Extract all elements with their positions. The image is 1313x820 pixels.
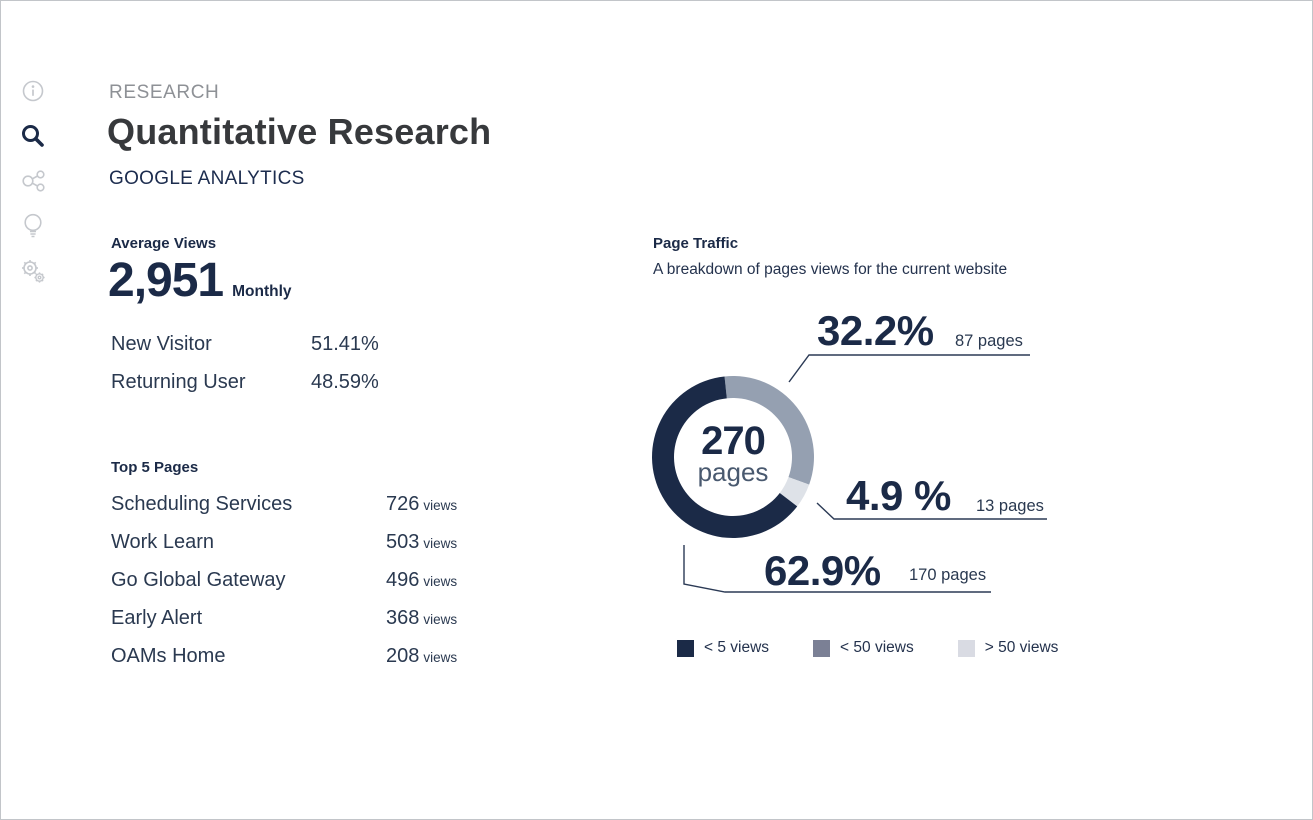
section-kicker: RESEARCH: [109, 82, 220, 103]
stat-label: Returning User: [111, 371, 246, 393]
table-row: Early Alert 368 views: [111, 599, 531, 637]
callout-lines-group: [683, 354, 1047, 593]
settings-gears-icon: [22, 259, 45, 283]
search-icon: [22, 125, 44, 147]
average-views-period: Monthly: [232, 283, 292, 300]
info-icon: [22, 80, 44, 102]
sidebar-item-share[interactable]: [19, 167, 47, 195]
sidebar-item-search[interactable]: [19, 122, 47, 150]
table-row: OAMs Home 208 views: [111, 637, 531, 675]
share-icon: [21, 170, 45, 192]
callout-pages: 87 pages: [955, 332, 1023, 350]
page-traffic-heading: Page Traffic: [653, 235, 739, 252]
visitor-breakdown-table: New Visitor 51.41% Returning User 48.59%: [111, 325, 491, 401]
lightbulb-icon: [24, 213, 42, 238]
chart-legend: < 5 views < 50 views > 50 views: [677, 639, 1058, 657]
page-views-unit: views: [423, 574, 458, 589]
legend-swatch: [813, 639, 831, 657]
donut-slice: [779, 477, 810, 507]
callout-line: [683, 545, 991, 593]
stat-value: 48.59%: [311, 371, 379, 393]
callout-line: [816, 502, 1047, 520]
page-views-value: 726: [386, 493, 420, 515]
average-views-value-group: 2,951 Monthly: [108, 257, 292, 305]
callout-percent: 32.2%: [817, 307, 934, 354]
stat-row: Returning User 48.59%: [111, 363, 491, 401]
page-name: Work Learn: [111, 531, 215, 553]
page-traffic-description: A breakdown of pages views for the curre…: [653, 261, 1008, 278]
legend-item: > 50 views: [957, 639, 1059, 657]
legend-swatch: [957, 639, 975, 657]
sidebar-item-info[interactable]: [19, 77, 47, 105]
page-views-unit: views: [423, 612, 458, 627]
page-title: Quantitative Research: [107, 111, 492, 152]
sidebar-nav: [13, 77, 53, 285]
page-views-value: 503: [386, 531, 420, 553]
callout-pages: 13 pages: [976, 497, 1044, 515]
table-row: Scheduling Services 726 views: [111, 485, 531, 523]
callout-percent: 4.9 %: [846, 472, 951, 519]
top-pages-heading: Top 5 Pages: [111, 459, 199, 476]
page-name: Early Alert: [111, 607, 203, 629]
legend-label: < 5 views: [704, 639, 770, 656]
sidebar-item-ideas[interactable]: [19, 212, 47, 240]
legend-label: < 50 views: [840, 639, 914, 656]
callout-line: [788, 354, 1030, 383]
donut-slice: [652, 376, 798, 538]
table-row: Go Global Gateway 496 views: [111, 561, 531, 599]
top-pages-table: Scheduling Services 726 views Work Learn …: [111, 485, 531, 675]
page-views-value: 496: [386, 569, 420, 591]
legend-swatch: [677, 639, 694, 657]
stat-label: New Visitor: [111, 333, 212, 355]
page-views-unit: views: [423, 650, 458, 665]
donut-chart: [652, 354, 1047, 593]
stat-value: 51.41%: [311, 333, 379, 355]
callout-pages: 170 pages: [909, 566, 987, 584]
average-views-heading: Average Views: [111, 235, 217, 252]
average-views-value: 2,951: [108, 254, 224, 307]
legend-item: < 5 views: [677, 639, 769, 657]
page-subtitle: GOOGLE ANALYTICS: [109, 168, 305, 189]
page-views-unit: views: [423, 498, 458, 513]
legend-item: < 50 views: [813, 639, 914, 657]
page-views-unit: views: [423, 536, 458, 551]
donut-slice: [724, 375, 814, 485]
legend-label: > 50 views: [984, 639, 1059, 656]
page-name: Go Global Gateway: [111, 569, 286, 591]
page-views-value: 368: [386, 607, 420, 629]
sidebar-item-settings[interactable]: [19, 257, 47, 285]
callout-percent: 62.9%: [764, 547, 881, 594]
table-row: Work Learn 503 views: [111, 523, 531, 561]
stat-row: New Visitor 51.41%: [111, 325, 491, 363]
donut-slices-group: [652, 375, 814, 538]
page-name: OAMs Home: [111, 645, 226, 667]
page-views-value: 208: [386, 645, 420, 667]
page-name: Scheduling Services: [111, 493, 293, 515]
